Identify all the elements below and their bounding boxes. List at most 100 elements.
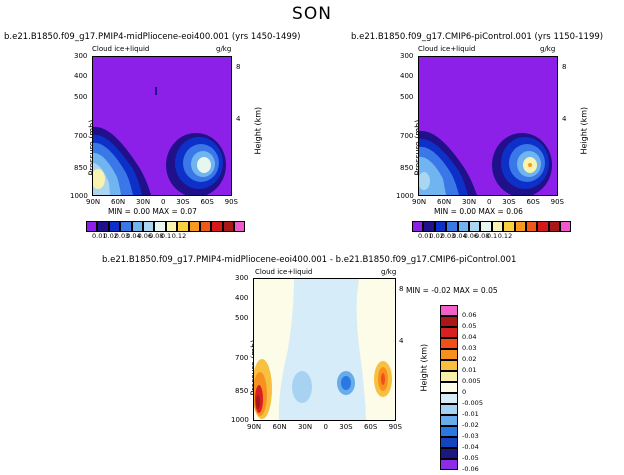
diff-colorbar-label: -0.06 [462,465,479,473]
panel1-contours [93,57,231,195]
panel3-xtick: 0 [323,423,328,431]
panel3-colorbar: 0.06 0.05 0.04 0.03 0.02 0.01 0.005 0 -0.005 -0.0… [440,305,483,475]
colorbar-box [560,221,572,232]
panel2-sh-core [528,163,532,167]
diff-colorbar-label: -0.05 [462,454,479,462]
diff-colorbar-label: -0.02 [462,421,479,429]
panel1-xtick: 0 [160,198,166,206]
diff-colorbar-label: 0.05 [462,322,477,330]
panel2-right-tick: 8 [562,63,567,71]
panel3-xtick: 30S [339,423,353,431]
colorbar-label: 0.04 [126,232,141,240]
panel2-ytick: 300 [400,52,414,60]
diff-colorbar-label: 0.03 [462,344,477,352]
colorbar-box [131,221,143,232]
colorbar-box [120,221,132,232]
panel3-ytick: 850 [235,387,249,395]
panel2-plot [418,56,558,196]
panel1-xtick: 90N [86,198,101,206]
panel1-plot [92,56,232,196]
panel2-field-label: Cloud ice+liquid [418,45,476,53]
panel2-xtick: 30N [461,198,477,206]
diff-colorbar-label: 0.01 [462,366,477,374]
colorbar-box [503,221,515,232]
colorbar-label: 0.01 [92,232,107,240]
colorbar-box [108,221,121,232]
panel3-xticks: 90N 60N 30N 0 30S 60S 90S [247,423,402,431]
panel3-pos-sh-peak [381,373,385,385]
colorbar-label: 0.03 [114,232,130,240]
panel3-pos-nh-peak [256,395,260,409]
colorbar-box [480,221,492,232]
panel3-field-label: Cloud ice+liquid [255,268,313,276]
panel2-ytick: 400 [400,72,414,80]
panel1-colorbar: 0.01 0.02 0.03 0.04 0.06 0.08 0.1 0.12 [86,221,246,240]
diff-colorbar-box [440,349,458,360]
colorbar-box [525,221,538,232]
panel1-right-tick: 8 [236,63,241,71]
colorbar-box [491,221,504,232]
panel2-ytick: 850 [400,164,414,172]
panel1-xtick: 30N [135,198,151,206]
colorbar-label: 0.06 [463,232,479,240]
colorbar-box [199,221,212,232]
panel1-right-tick: 4 [236,115,241,123]
diff-colorbar-label: 0.005 [462,377,481,385]
colorbar-label: 0.04 [452,232,467,240]
colorbar-box [412,221,424,232]
panel2-stats: MIN = 0.00 MAX = 0.06 [434,207,523,216]
panel2-contours [419,57,557,195]
diff-colorbar-label: -0.005 [462,399,483,407]
panel2-right-tick: 4 [562,115,567,123]
diff-colorbar-box [440,437,458,448]
panel1-xticks: 90N 60N 30N 0 30S 60S 90S [86,198,238,206]
panel3-stats: MIN = -0.02 MAX = 0.05 [406,286,498,295]
panel1-nh-peak [93,169,105,189]
panel2-nh-peak [419,172,430,190]
colorbar-box [548,221,561,232]
panel3-neg-core [341,376,351,390]
panel2-title: b.e21.B1850.f09_g17.CMIP6-piControl.001 … [351,32,604,42]
panel3-units: g/kg [381,268,397,276]
panel3-neg-blob-1 [292,371,312,403]
colorbar-box [86,221,98,232]
colorbar-box [514,221,526,232]
panel3-contours [254,279,395,420]
colorbar-box [165,221,178,232]
panel2-xtick: 30S [502,198,516,206]
panel3-right-label: Height (km) [419,343,429,392]
panel2-xtick: 90S [550,198,564,206]
colorbar-box [154,221,166,232]
colorbar-box [423,221,435,232]
panel1-title: b.e21.B1850.f09_g17.PMIP4-midPliocene-eo… [4,32,301,42]
diff-colorbar-box [440,338,458,349]
diff-colorbar-box [440,426,458,437]
panel1-right-label: Height (km) [253,106,263,155]
colorbar-label: 0.02 [103,232,118,240]
colorbar-label: 0.01 [418,232,433,240]
panel2-right-label: Height (km) [579,106,589,155]
colorbar-box [142,221,155,232]
diff-colorbar-label: -0.03 [462,432,479,440]
panel3-right-tick: 8 [399,285,404,293]
diff-colorbar-box [440,327,458,338]
panel3-xtick: 90S [388,423,402,431]
colorbar-label: 0.12 [497,232,513,240]
panel3-xtick: 90N [247,423,262,431]
colorbar-box [177,221,189,232]
diff-colorbar-box [440,393,458,404]
panel3-ytick: 400 [235,294,249,302]
panel3-plot [253,278,396,421]
panel3-ytick: 700 [235,354,249,362]
panel2-xticks: 90N 60N 30N 0 30S 60S 90S [412,198,564,206]
diff-colorbar-label: -0.01 [462,410,479,418]
panel3-right-tick: 4 [399,337,404,345]
diff-colorbar-label: -0.04 [462,443,479,451]
diff-colorbar-box [440,360,458,371]
panel1-ytick: 300 [74,52,88,60]
diff-colorbar-box [440,305,458,316]
panel2-xtick: 0 [486,198,492,206]
colorbar-label: 0.1 [486,232,498,240]
diff-colorbar-box [440,404,458,415]
panel3-ytick: 1000 [231,416,249,424]
